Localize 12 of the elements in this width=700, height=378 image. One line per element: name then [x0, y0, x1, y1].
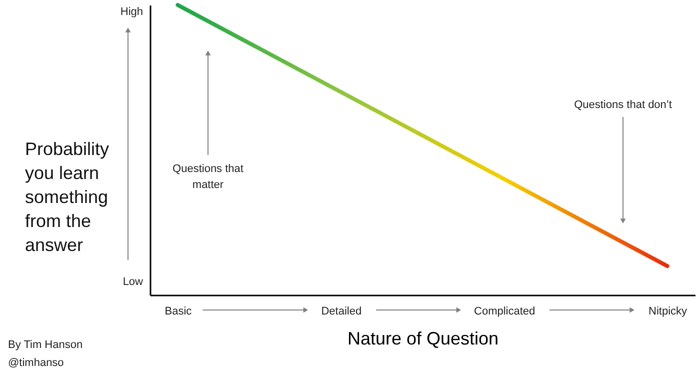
text: High: [120, 6, 143, 18]
text: @timhanso: [8, 357, 64, 369]
x-axis-title: Nature of Question: [347, 328, 499, 348]
x-tick-label: Basic: [164, 306, 192, 318]
text: Low: [122, 276, 144, 288]
text: By Tim Hanson: [8, 339, 83, 351]
annotation: Questions that don’t: [574, 99, 672, 111]
annotation: Questions that matter: [172, 163, 244, 191]
x-tick-label: Detailed: [321, 306, 362, 318]
x-tick-label: Complicated: [474, 306, 536, 318]
x-tick-label: Nitpicky: [648, 306, 688, 318]
y-axis-title: Probability you learn something from the answer: [25, 139, 110, 255]
